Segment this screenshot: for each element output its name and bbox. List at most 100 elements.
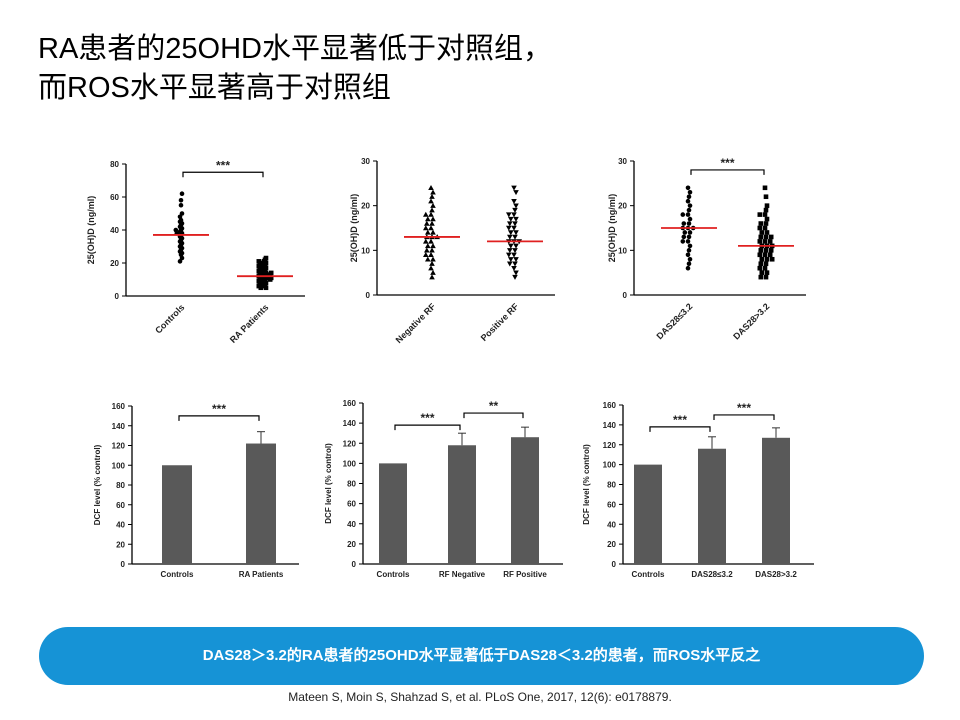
y-tick-label: 20	[347, 540, 356, 549]
y-tick-label: 140	[603, 421, 617, 430]
data-point	[507, 221, 513, 227]
data-point	[762, 225, 768, 231]
data-point	[763, 274, 769, 280]
y-tick-label: 120	[603, 441, 617, 450]
x-tick-label: Controls	[377, 570, 410, 579]
data-point	[686, 194, 692, 200]
y-tick-label: 60	[607, 500, 616, 509]
significance-label: ***	[737, 401, 751, 415]
data-point	[425, 229, 431, 235]
data-point	[764, 216, 770, 222]
data-point	[508, 243, 514, 249]
conclusion-banner: DAS28＞3.2的RA患者的25OHD水平显著低于DAS28＜3.2的患者，而…	[39, 627, 924, 685]
data-point	[764, 270, 770, 275]
data-point	[687, 203, 693, 208]
data-point	[686, 234, 692, 240]
scatter-series	[757, 185, 775, 280]
data-point	[508, 216, 514, 222]
significance-label: **	[489, 399, 499, 413]
data-point	[429, 220, 435, 226]
data-point	[757, 265, 763, 271]
data-point	[512, 261, 518, 267]
bar	[698, 448, 726, 564]
y-tick-label: 140	[343, 419, 357, 428]
data-point	[423, 225, 429, 231]
x-tick-label: RF Negative	[439, 570, 486, 579]
data-point	[767, 252, 773, 258]
data-point	[757, 252, 763, 258]
data-point	[685, 252, 691, 258]
data-point	[685, 198, 691, 204]
significance-label: ***	[420, 411, 434, 425]
data-point	[685, 185, 691, 191]
y-tick-label: 40	[110, 226, 119, 235]
data-point	[512, 248, 518, 254]
y-axis-label: 25(OH)D (ng/ml)	[607, 194, 617, 263]
bar	[162, 465, 192, 564]
data-point	[687, 243, 693, 249]
data-point	[428, 198, 434, 204]
y-tick-label: 0	[623, 291, 628, 300]
x-tick-label: Controls	[161, 570, 194, 579]
scatter-series	[173, 191, 185, 264]
y-axis-label: 25(OH)D (ng/ml)	[349, 194, 359, 263]
y-tick-label: 10	[361, 246, 370, 255]
data-point	[759, 270, 765, 275]
data-point	[512, 274, 518, 280]
data-point	[507, 248, 513, 254]
y-tick-label: 0	[115, 292, 120, 301]
data-point	[513, 190, 519, 196]
significance-bracket	[463, 412, 524, 419]
data-point	[425, 243, 431, 249]
data-point	[428, 211, 434, 217]
y-tick-label: 60	[347, 500, 356, 509]
x-tick-label: RA Patients	[239, 570, 284, 579]
y-tick-label: 80	[116, 481, 125, 490]
data-point	[429, 193, 435, 199]
bar	[448, 445, 476, 564]
data-point	[687, 230, 693, 235]
data-point	[681, 221, 687, 226]
data-point	[764, 230, 770, 235]
x-tick-label: Controls	[632, 570, 665, 579]
x-tick-label: Positive RF	[479, 301, 521, 343]
data-point	[425, 216, 431, 222]
bar	[511, 437, 539, 564]
data-point	[511, 185, 517, 191]
data-point	[685, 212, 691, 217]
data-point	[507, 234, 513, 240]
citation: Mateen S, Moin S, Shahzad S, et al. PLoS…	[288, 690, 672, 704]
data-point	[179, 191, 185, 196]
y-tick-label: 20	[618, 202, 627, 211]
x-tick-label: DAS28≤3.2	[691, 570, 733, 579]
scatter-series	[506, 185, 522, 280]
data-point	[758, 261, 764, 267]
y-tick-label: 140	[112, 422, 126, 431]
data-point	[430, 216, 436, 222]
y-tick-label: 60	[110, 193, 119, 202]
y-axis-label: 25(OH)D (ng/ml)	[86, 196, 96, 265]
data-point	[428, 238, 434, 244]
data-point	[763, 194, 769, 200]
data-point	[769, 256, 775, 262]
y-tick-label: 0	[352, 560, 357, 569]
y-tick-label: 80	[110, 160, 119, 169]
data-point	[513, 243, 519, 249]
data-point	[508, 257, 514, 263]
y-tick-label: 80	[607, 481, 616, 490]
data-point	[762, 239, 768, 244]
bar	[762, 437, 790, 564]
y-axis-label: DCF level (% control)	[324, 443, 333, 524]
data-point	[425, 256, 431, 262]
data-point	[512, 234, 518, 240]
bar-chart-dcf-rf-status: 0 20 40 60 80 100 120 140 160 DCF level (% contro…	[324, 399, 563, 579]
significance-label: ***	[673, 413, 687, 427]
data-point	[685, 265, 691, 271]
data-point	[178, 198, 184, 203]
y-tick-label: 120	[112, 442, 126, 451]
data-point	[430, 256, 436, 262]
y-tick-label: 30	[361, 157, 370, 166]
y-tick-label: 100	[343, 459, 357, 468]
data-point	[267, 277, 273, 282]
y-tick-label: 160	[603, 401, 617, 410]
